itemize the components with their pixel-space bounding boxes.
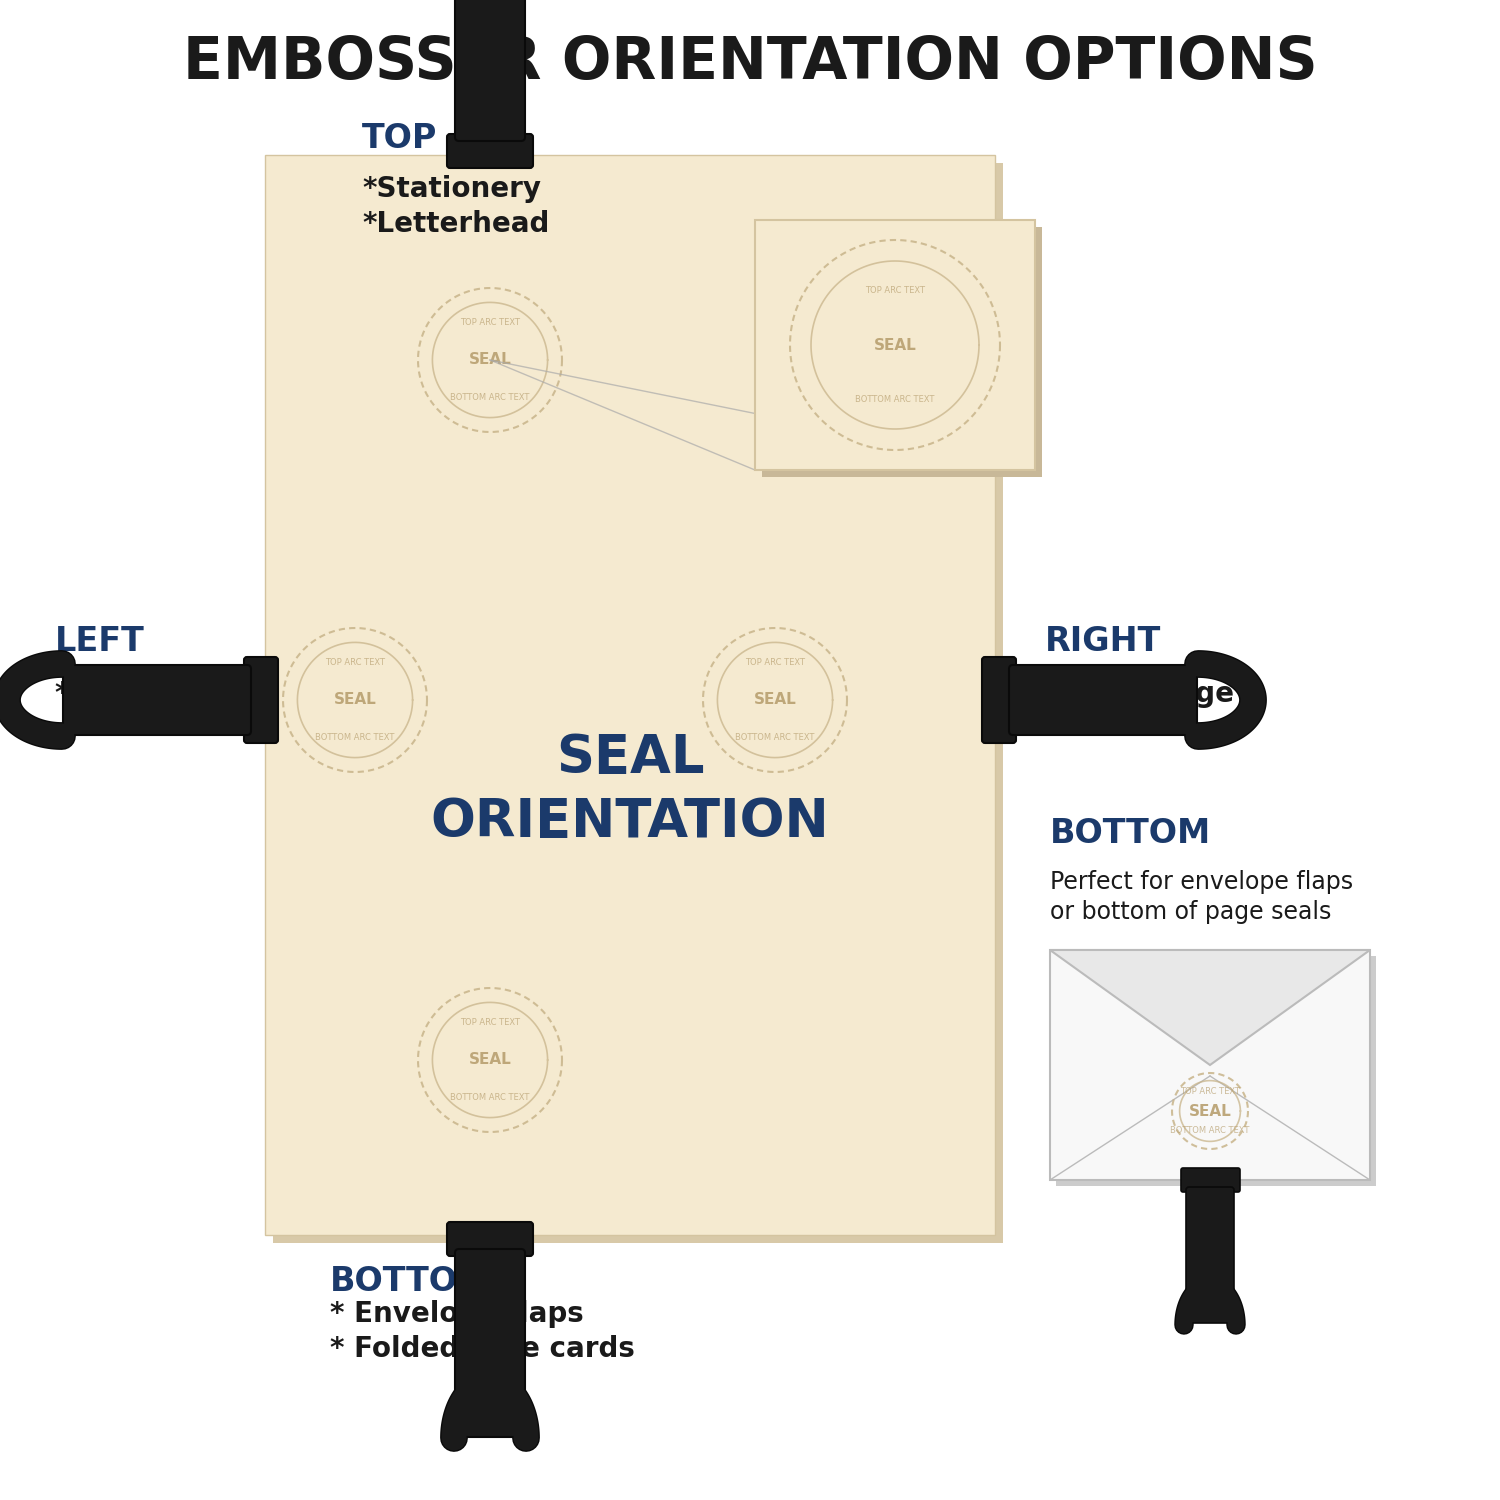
- Text: BOTTOM: BOTTOM: [330, 1264, 492, 1298]
- Text: LEFT: LEFT: [56, 626, 144, 658]
- Text: TOP ARC TEXT: TOP ARC TEXT: [746, 658, 806, 668]
- Text: BOTTOM ARC TEXT: BOTTOM ARC TEXT: [450, 1094, 530, 1102]
- FancyBboxPatch shape: [454, 0, 525, 141]
- Text: TOP ARC TEXT: TOP ARC TEXT: [460, 318, 520, 327]
- FancyBboxPatch shape: [454, 1250, 525, 1437]
- Text: SEAL: SEAL: [468, 1053, 512, 1068]
- Text: or bottom of page seals: or bottom of page seals: [1050, 900, 1332, 924]
- Text: *Not Common: *Not Common: [56, 680, 270, 708]
- Bar: [754, 220, 1035, 470]
- Text: SEAL
ORIENTATION: SEAL ORIENTATION: [430, 732, 830, 848]
- Text: TOP ARC TEXT: TOP ARC TEXT: [865, 286, 926, 296]
- Text: TOP ARC TEXT: TOP ARC TEXT: [460, 1019, 520, 1028]
- Bar: [762, 226, 1042, 477]
- Text: RIGHT: RIGHT: [1046, 626, 1161, 658]
- FancyBboxPatch shape: [447, 134, 532, 168]
- Text: SEAL: SEAL: [753, 693, 796, 708]
- Text: BOTTOM ARC TEXT: BOTTOM ARC TEXT: [450, 393, 530, 402]
- Bar: [1050, 950, 1370, 1180]
- Text: SEAL: SEAL: [1188, 1104, 1231, 1119]
- Text: * Folded note cards: * Folded note cards: [330, 1335, 634, 1364]
- Polygon shape: [1050, 950, 1370, 1065]
- FancyBboxPatch shape: [1186, 1186, 1234, 1323]
- Text: TOP ARC TEXT: TOP ARC TEXT: [326, 658, 386, 668]
- Text: * Envelope flaps: * Envelope flaps: [330, 1300, 584, 1328]
- FancyBboxPatch shape: [244, 657, 278, 742]
- Bar: [1056, 956, 1376, 1186]
- Text: *Stationery: *Stationery: [362, 176, 542, 202]
- Text: BOTTOM ARC TEXT: BOTTOM ARC TEXT: [1170, 1126, 1250, 1136]
- Text: Perfect for envelope flaps: Perfect for envelope flaps: [1050, 870, 1353, 894]
- Bar: [273, 164, 1004, 1244]
- FancyBboxPatch shape: [447, 1222, 532, 1256]
- Text: BOTTOM ARC TEXT: BOTTOM ARC TEXT: [315, 734, 394, 742]
- Text: TOP: TOP: [362, 122, 438, 154]
- Text: SEAL: SEAL: [468, 352, 512, 368]
- Bar: [266, 154, 995, 1234]
- Text: SEAL: SEAL: [333, 693, 376, 708]
- Text: BOTTOM: BOTTOM: [1050, 818, 1212, 850]
- Text: BOTTOM ARC TEXT: BOTTOM ARC TEXT: [735, 734, 815, 742]
- Text: SEAL: SEAL: [873, 338, 916, 352]
- Text: * Book page: * Book page: [1046, 680, 1234, 708]
- Text: *Letterhead: *Letterhead: [362, 210, 549, 238]
- FancyBboxPatch shape: [1180, 1168, 1240, 1192]
- FancyBboxPatch shape: [982, 657, 1016, 742]
- FancyBboxPatch shape: [63, 664, 250, 735]
- Text: TOP ARC TEXT: TOP ARC TEXT: [1180, 1086, 1240, 1095]
- FancyBboxPatch shape: [1010, 664, 1197, 735]
- Text: EMBOSSER ORIENTATION OPTIONS: EMBOSSER ORIENTATION OPTIONS: [183, 33, 1317, 90]
- Text: BOTTOM ARC TEXT: BOTTOM ARC TEXT: [855, 394, 934, 404]
